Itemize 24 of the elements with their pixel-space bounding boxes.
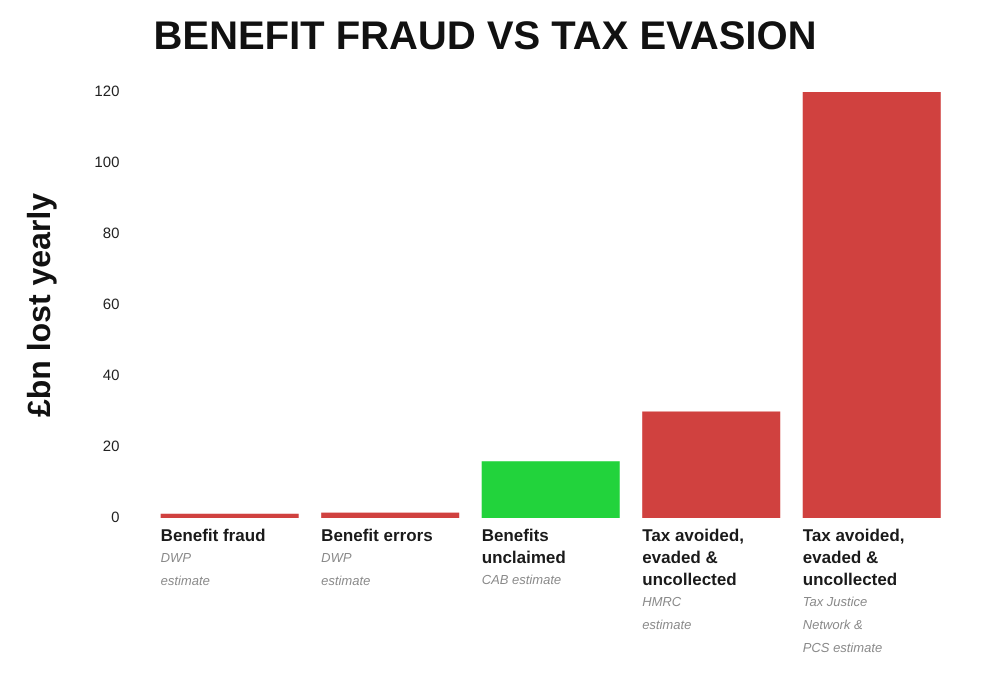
bar bbox=[160, 514, 299, 518]
text: DWP estimate bbox=[160, 550, 210, 588]
x-tick-label: Tax avoided, evaded & uncollected bbox=[642, 526, 744, 590]
text: CAB estimate bbox=[482, 572, 562, 588]
y-tick-label: 40 bbox=[102, 367, 120, 384]
x-tick-label: Benefits unclaimed bbox=[482, 526, 566, 568]
y-tick-label: 100 bbox=[94, 154, 120, 172]
bar bbox=[482, 461, 620, 518]
y-tick-label: 80 bbox=[102, 225, 120, 242]
y-axis-title: £bn lost yearly bbox=[21, 192, 58, 418]
y-tick-label: 60 bbox=[102, 296, 120, 314]
y-tick-label: 120 bbox=[94, 83, 120, 100]
y-tick-label: 20 bbox=[102, 438, 120, 456]
bar bbox=[642, 412, 780, 518]
x-tick-label: Benefit fraud bbox=[160, 526, 266, 546]
bar bbox=[802, 92, 941, 518]
text: Tax Justice Network & PCS estimate bbox=[802, 594, 882, 656]
bar bbox=[321, 512, 460, 518]
text: HMRC estimate bbox=[642, 594, 692, 632]
y-tick-label: 0 bbox=[111, 509, 120, 526]
chart-title: BENEFIT FRAUD VS TAX EVASION bbox=[153, 14, 817, 58]
text: DWP estimate bbox=[321, 550, 370, 588]
x-tick-label: Tax avoided, evaded & uncollected bbox=[802, 526, 904, 590]
x-tick-label: Benefit errors bbox=[321, 526, 433, 546]
